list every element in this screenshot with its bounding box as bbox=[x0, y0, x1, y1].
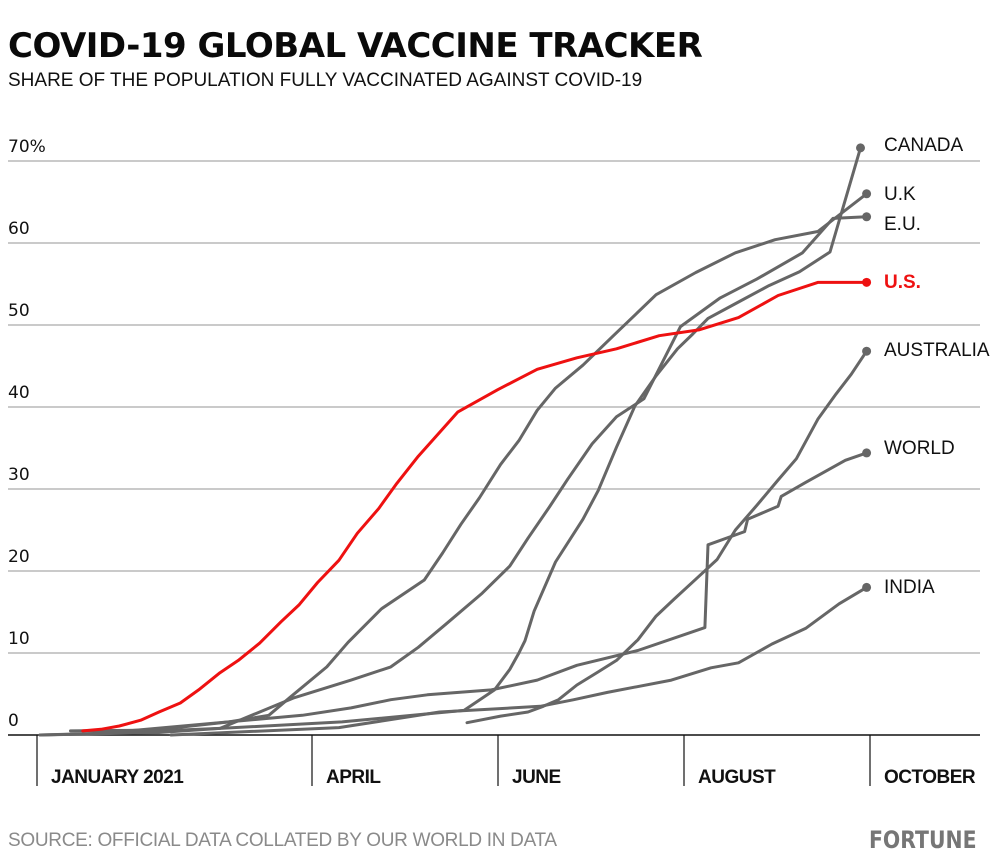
y-tick-label: 50 bbox=[8, 301, 30, 321]
series-end-dot bbox=[862, 582, 872, 592]
y-tick-label: 70% bbox=[8, 137, 46, 157]
series-end-dot bbox=[862, 212, 872, 222]
chart-title: COVID-19 GLOBAL VACCINE TRACKER bbox=[8, 26, 703, 66]
source-note: SOURCE: OFFICIAL DATA COLLATED BY OUR WO… bbox=[8, 830, 557, 851]
series-end-dot bbox=[856, 143, 865, 153]
y-tick-label: 20 bbox=[8, 547, 30, 567]
gridlines bbox=[8, 160, 980, 654]
series-labels: CANADA U.K E.U. AUSTRALIA WORLD INDIA U.S. bbox=[884, 135, 990, 598]
series-label: CANADA bbox=[884, 135, 964, 156]
series-end-dot bbox=[862, 189, 872, 199]
y-tick-label: 30 bbox=[8, 465, 30, 485]
x-tick-label: AUGUST bbox=[698, 767, 776, 788]
x-tick-label: OCTOBER bbox=[884, 767, 976, 788]
series-lines bbox=[38, 143, 872, 737]
chart-subtitle: SHARE OF THE POPULATION FULLY VACCINATED… bbox=[8, 70, 643, 91]
x-axis: JANUARY 2021 APRIL JUNE AUGUST OCTOBER bbox=[8, 734, 980, 788]
series-end-dot bbox=[862, 346, 872, 356]
series-line-canada bbox=[38, 146, 862, 737]
series-end-dot bbox=[862, 277, 872, 287]
series-line-world bbox=[99, 451, 869, 735]
x-tick-label: JUNE bbox=[512, 767, 561, 788]
series-label: U.S. bbox=[884, 272, 921, 293]
series-label: AUSTRALIA bbox=[884, 340, 990, 361]
series-line-uk bbox=[69, 192, 869, 733]
series-label: E.U. bbox=[884, 214, 921, 235]
series-label: WORLD bbox=[884, 438, 955, 459]
series-end-dot bbox=[862, 448, 872, 458]
y-tick-label: 40 bbox=[8, 383, 30, 403]
fortune-logo: FORTUNE bbox=[869, 826, 977, 854]
x-tick-label: APRIL bbox=[326, 767, 381, 788]
y-axis-ticks: 0 10 20 30 40 50 60 70% bbox=[8, 137, 46, 731]
y-tick-label: 0 bbox=[8, 711, 19, 731]
y-tick-label: 10 bbox=[8, 629, 30, 649]
series-label: INDIA bbox=[884, 577, 935, 598]
y-tick-label: 60 bbox=[8, 219, 30, 239]
series-line-eu bbox=[38, 215, 869, 737]
series-line-india bbox=[169, 585, 869, 737]
series-line-us bbox=[81, 280, 869, 733]
series-label: U.K bbox=[884, 184, 916, 205]
x-tick-label: JANUARY 2021 bbox=[51, 767, 184, 788]
